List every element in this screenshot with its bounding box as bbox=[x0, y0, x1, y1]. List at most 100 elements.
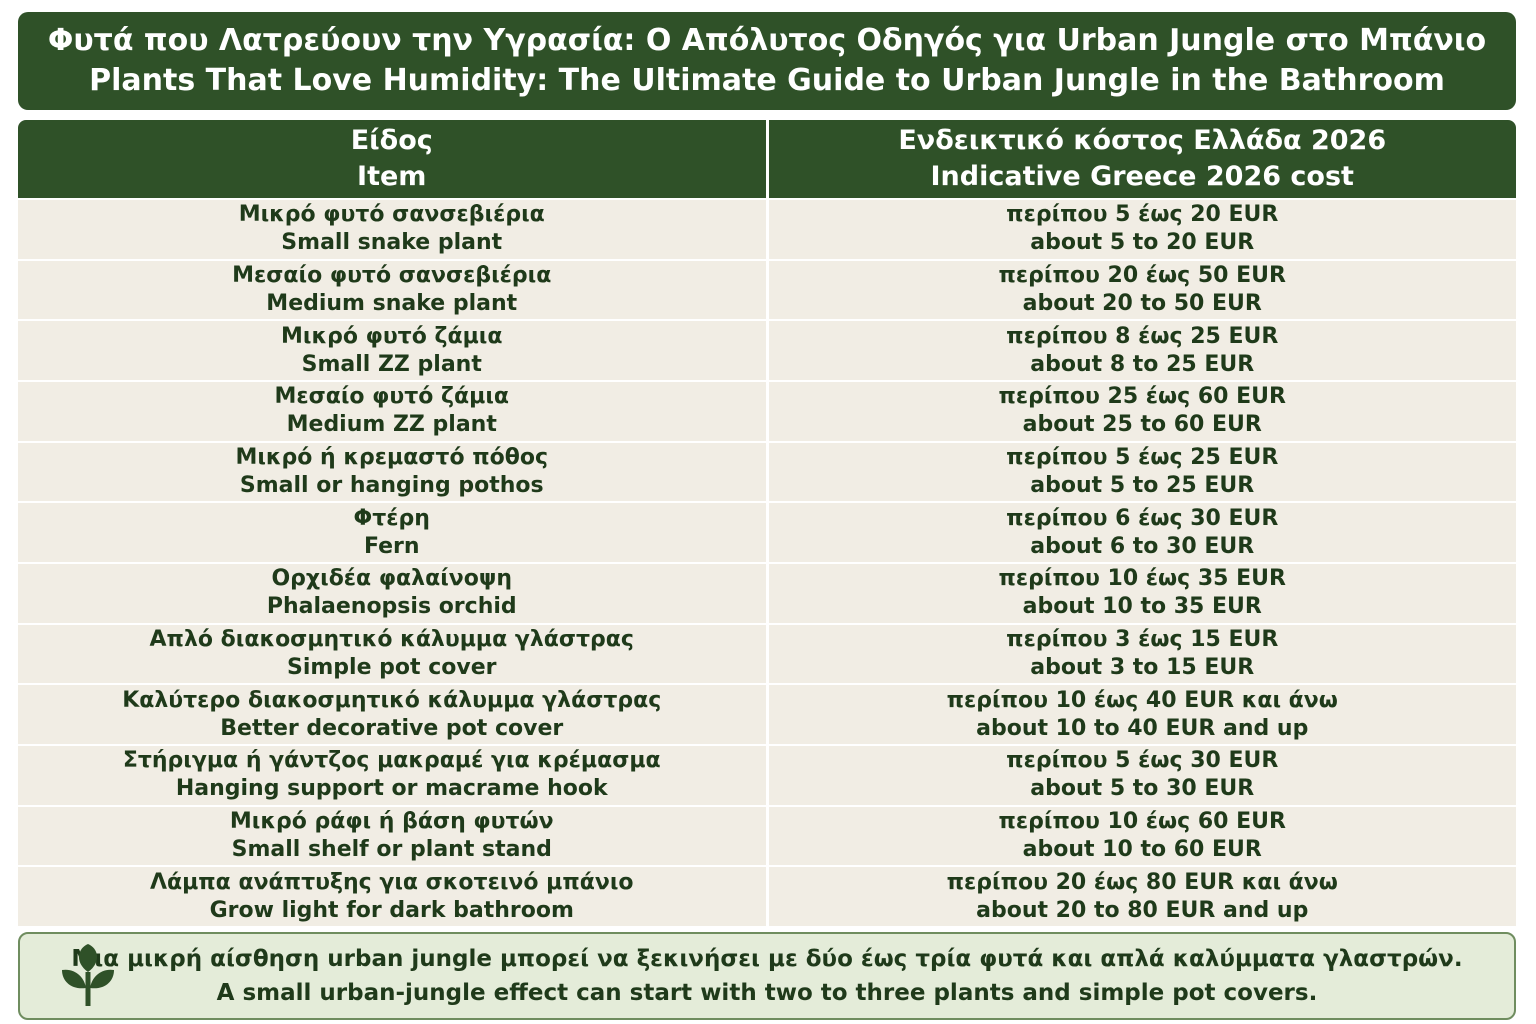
table-row: Απλό διακοσμητικό κάλυμμα γλάστρας Simple… bbox=[18, 624, 1516, 684]
table-cell: περίπου 25 έως 60 EUR about 25 to 60 EUR bbox=[768, 382, 1516, 441]
header-line: Indicative Greece 2026 cost bbox=[930, 161, 1354, 192]
table-cell: Καλύτερο διακοσμητικό κάλυμμα γλάστρας Be… bbox=[18, 685, 766, 745]
cell-line: Καλύτερο διακοσμητικό κάλυμμα γλάστρας bbox=[122, 687, 662, 713]
table-cell: περίπου 3 έως 15 EUR about 3 to 15 EUR bbox=[768, 624, 1516, 684]
cell-line: about 20 to 80 EUR and up bbox=[976, 897, 1309, 923]
note-box: Μια μικρή αίσθηση urban jungle μπορεί να… bbox=[18, 932, 1516, 1020]
table-cell: περίπου 20 έως 50 EUR about 20 to 50 EUR bbox=[768, 260, 1516, 320]
table-cell: Στήριγμα ή γάντζος μακραμέ για κρέμασμα H… bbox=[18, 746, 766, 805]
cell-line: Small snake plant bbox=[281, 230, 503, 256]
header-line: Item bbox=[357, 161, 427, 192]
table-cell: Ορχιδέα φαλαίνοψη Phalaenopsis orchid bbox=[18, 564, 766, 623]
title-line: Φυτά που Λατρεύουν την Υγρασία: Ο Απόλυτ… bbox=[47, 23, 1487, 58]
cell-line: about 5 to 25 EUR bbox=[1030, 473, 1255, 499]
table-row: Μικρό ράφι ή βάση φυτών Small shelf or pl… bbox=[18, 806, 1516, 866]
cell-line: Μικρό ή κρεμαστό πόθος bbox=[235, 445, 549, 471]
table-cell: περίπου 10 έως 40 EUR και άνω about 10 to… bbox=[768, 685, 1516, 745]
cell-line: Λάμπα ανάπτυξης για σκοτεινό μπάνιο bbox=[149, 869, 634, 895]
cell-line: περίπου 3 έως 15 EUR bbox=[1006, 627, 1279, 653]
cell-line: περίπου 5 έως 30 EUR bbox=[1006, 748, 1279, 774]
table-cell: Φτέρη Fern bbox=[18, 503, 766, 563]
table-row: Μεσαίο φυτό ζάμια Medium ZZ plant περίπου … bbox=[18, 382, 1516, 441]
header-line: Είδος bbox=[350, 125, 433, 156]
cell-line: Φτέρη bbox=[353, 505, 430, 531]
cell-line: about 5 to 20 EUR bbox=[1030, 230, 1255, 256]
table-cell: Απλό διακοσμητικό κάλυμμα γλάστρας Simple… bbox=[18, 624, 766, 684]
cell-line: about 6 to 30 EUR bbox=[1030, 533, 1255, 559]
cell-line: about 20 to 50 EUR bbox=[1022, 291, 1262, 316]
cell-line: περίπου 10 έως 35 EUR bbox=[998, 566, 1286, 592]
cell-line: Hanging support or macrame hook bbox=[175, 776, 608, 802]
leaf-icon bbox=[62, 944, 114, 1006]
cell-line: Simple pot cover bbox=[287, 655, 497, 681]
table-cell: περίπου 8 έως 25 EUR about 8 to 25 EUR bbox=[768, 321, 1516, 381]
cell-line: Μικρό ράφι ή βάση φυτών bbox=[229, 809, 554, 835]
cell-line: περίπου 20 έως 50 EUR bbox=[998, 263, 1286, 288]
table-cell: περίπου 5 έως 25 EUR about 5 to 25 EUR bbox=[768, 442, 1516, 502]
cell-line: about 5 to 30 EUR bbox=[1030, 776, 1255, 802]
cell-line: Ορχιδέα φαλαίνοψη bbox=[271, 566, 512, 592]
table-row: Φτέρη Fern περίπου 6 έως 30 EUR about 6 to … bbox=[18, 503, 1516, 563]
cell-line: Μεσαίο φυτό ζάμια bbox=[274, 384, 510, 410]
table-cell: Μικρό φυτό σανσεβιέρια Small snake plant bbox=[18, 200, 766, 259]
table-cell: περίπου 5 έως 20 EUR about 5 to 20 EUR bbox=[768, 200, 1516, 259]
table-cell: Μικρό φυτό ζάμια Small ZZ plant bbox=[18, 321, 766, 381]
cell-line: Medium ZZ plant bbox=[286, 412, 497, 438]
table-row: Λάμπα ανάπτυξης για σκοτεινό μπάνιο Grow … bbox=[18, 867, 1516, 927]
cell-line: Grow light for dark bathroom bbox=[209, 897, 574, 923]
cell-line: Phalaenopsis orchid bbox=[266, 594, 517, 620]
cell-line: περίπου 10 έως 40 EUR και άνω bbox=[946, 687, 1338, 713]
cell-line: Small ZZ plant bbox=[301, 351, 482, 377]
table-row: Ορχιδέα φαλαίνοψη Phalaenopsis orchid περί… bbox=[18, 564, 1516, 623]
table-row: Στήριγμα ή γάντζος μακραμέ για κρέμασμα H… bbox=[18, 746, 1516, 805]
table-cell: Μεσαίο φυτό σανσεβιέρια Medium snake plan… bbox=[18, 260, 766, 320]
cell-line: Μεσαίο φυτό σανσεβιέρια bbox=[232, 263, 552, 288]
cell-line: Στήριγμα ή γάντζος μακραμέ για κρέμασμα bbox=[122, 748, 661, 774]
table-row: Μικρό φυτό σανσεβιέρια Small snake plant π… bbox=[18, 200, 1516, 259]
note-line: A small urban-jungle effect can start wi… bbox=[216, 980, 1318, 1006]
table-row: Καλύτερο διακοσμητικό κάλυμμα γλάστρας Be… bbox=[18, 685, 1516, 745]
cell-line: about 3 to 15 EUR bbox=[1030, 655, 1255, 681]
table-row: Μικρό ή κρεμαστό πόθος Small or hanging p… bbox=[18, 442, 1516, 502]
cell-line: Small shelf or plant stand bbox=[231, 837, 552, 863]
table-cell: Μικρό ράφι ή βάση φυτών Small shelf or pl… bbox=[18, 806, 766, 866]
cell-line: Medium snake plant bbox=[266, 291, 518, 316]
cell-line: περίπου 10 έως 60 EUR bbox=[998, 809, 1286, 835]
table-cell: περίπου 10 έως 35 EUR about 10 to 35 EUR bbox=[768, 564, 1516, 623]
table-cell: Μεσαίο φυτό ζάμια Medium ZZ plant bbox=[18, 382, 766, 441]
title-line: Plants That Love Humidity: The Ultimate … bbox=[89, 63, 1445, 98]
cell-line: Μικρό φυτό ζάμια bbox=[281, 323, 503, 349]
cell-line: about 10 to 40 EUR and up bbox=[976, 715, 1309, 741]
table-cell: περίπου 5 έως 30 EUR about 5 to 30 EUR bbox=[768, 746, 1516, 805]
cell-line: about 25 to 60 EUR bbox=[1022, 412, 1262, 438]
cell-line: περίπου 6 έως 30 EUR bbox=[1006, 505, 1279, 531]
cell-line: Small or hanging pothos bbox=[239, 473, 544, 499]
table-row: Μικρό φυτό ζάμια Small ZZ plant περίπου 8 … bbox=[18, 321, 1516, 381]
table: Είδος Item Ενδεικτικό κόστος Ελλάδα 2026 In… bbox=[18, 120, 1516, 927]
cell-line: περίπου 8 έως 25 EUR bbox=[1006, 323, 1279, 349]
header-line: Ενδεικτικό κόστος Ελλάδα 2026 bbox=[898, 125, 1387, 156]
cell-line: περίπου 25 έως 60 EUR bbox=[998, 384, 1286, 410]
table-cell: περίπου 10 έως 60 EUR about 10 to 60 EUR bbox=[768, 806, 1516, 866]
cell-line: about 10 to 60 EUR bbox=[1022, 837, 1262, 863]
table-cell: Λάμπα ανάπτυξης για σκοτεινό μπάνιο Grow … bbox=[18, 867, 766, 927]
table-cell: Μικρό ή κρεμαστό πόθος Small or hanging p… bbox=[18, 442, 766, 502]
cell-line: Απλό διακοσμητικό κάλυμμα γλάστρας bbox=[149, 627, 634, 653]
header-row: Είδος Item Ενδεικτικό κόστος Ελλάδα 2026 In… bbox=[18, 120, 1516, 198]
cell-line: Better decorative pot cover bbox=[220, 715, 564, 741]
header-cell: Ενδεικτικό κόστος Ελλάδα 2026 Indicative … bbox=[768, 120, 1516, 198]
title-bar: Φυτά που Λατρεύουν την Υγρασία: Ο Απόλυτ… bbox=[18, 12, 1516, 110]
cell-line: about 8 to 25 EUR bbox=[1030, 351, 1255, 377]
note-line: Μια μικρή αίσθηση urban jungle μπορεί να… bbox=[71, 946, 1463, 972]
header-cell: Είδος Item bbox=[18, 120, 766, 198]
cell-line: περίπου 5 έως 25 EUR bbox=[1006, 445, 1279, 471]
table-row: Μεσαίο φυτό σανσεβιέρια Medium snake plan… bbox=[18, 260, 1516, 320]
cell-line: Μικρό φυτό σανσεβιέρια bbox=[238, 202, 545, 228]
cell-line: περίπου 5 έως 20 EUR bbox=[1006, 202, 1279, 228]
cell-line: περίπου 20 έως 80 EUR και άνω bbox=[946, 869, 1338, 895]
table-cell: περίπου 20 έως 80 EUR και άνω about 20 to… bbox=[768, 867, 1516, 927]
table-cell: περίπου 6 έως 30 EUR about 6 to 30 EUR bbox=[768, 503, 1516, 563]
cell-line: about 10 to 35 EUR bbox=[1022, 594, 1262, 620]
cell-line: Fern bbox=[363, 533, 420, 559]
